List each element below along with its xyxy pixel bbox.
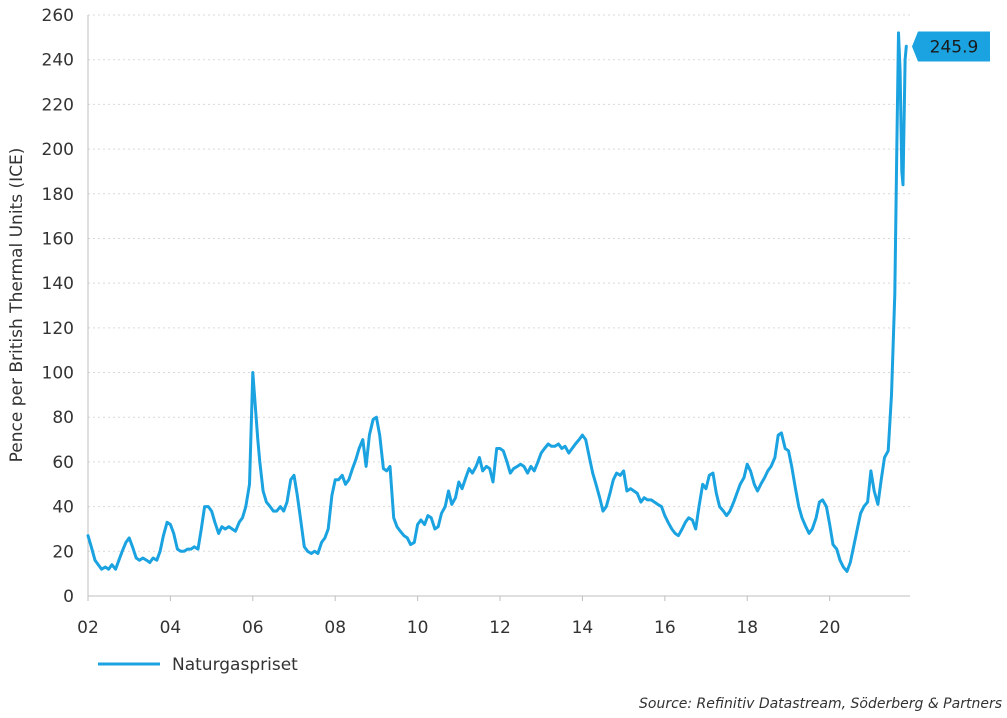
- y-tick-label: 160: [42, 229, 74, 249]
- x-tick-label: 14: [572, 618, 594, 638]
- y-tick-label: 80: [52, 408, 74, 428]
- y-tick-label: 240: [42, 51, 74, 71]
- y-tick-label: 260: [42, 6, 74, 26]
- source-note: Source: Refinitiv Datastream, Söderberg …: [639, 696, 1002, 712]
- y-tick-label: 100: [42, 364, 74, 384]
- y-axis-tick-labels: 0 20 40 60 80 100 120 140 160 180 200 220 240 260: [42, 6, 74, 607]
- last-value-badge-box: [912, 31, 990, 62]
- x-tick-label: 16: [654, 618, 676, 638]
- last-value-badge: 245.9: [912, 31, 990, 62]
- x-axis-tick-labels: 02 04 06 08 10 12 14 16 18 20: [77, 596, 840, 638]
- series-line-naturgaspriset: [86, 31, 908, 573]
- last-value-label: 245.9: [930, 38, 979, 58]
- gridlines: [88, 14, 910, 552]
- legend: Naturgaspriset: [98, 655, 298, 675]
- y-tick-label: 40: [52, 498, 74, 518]
- x-tick-label: 18: [736, 618, 758, 638]
- y-tick-label: 180: [42, 185, 74, 205]
- x-tick-label: 08: [324, 618, 346, 638]
- y-tick-label: 140: [42, 274, 74, 294]
- x-tick-label: 04: [160, 618, 182, 638]
- x-tick-label: 02: [77, 618, 99, 638]
- y-tick-label: 20: [52, 542, 74, 562]
- y-tick-label: 120: [42, 319, 74, 339]
- x-tick-label: 06: [242, 618, 264, 638]
- x-tick-label: 20: [819, 618, 841, 638]
- x-tick-label: 12: [489, 618, 511, 638]
- y-tick-label: 220: [42, 95, 74, 115]
- y-tick-label: 0: [63, 587, 74, 607]
- y-tick-label: 200: [42, 140, 74, 160]
- legend-label-naturgaspriset: Naturgaspriset: [172, 655, 298, 675]
- y-axis-label: Pence per British Thermal Units (ICE): [7, 148, 27, 463]
- y-tick-label: 60: [52, 453, 74, 473]
- x-tick-label: 10: [407, 618, 429, 638]
